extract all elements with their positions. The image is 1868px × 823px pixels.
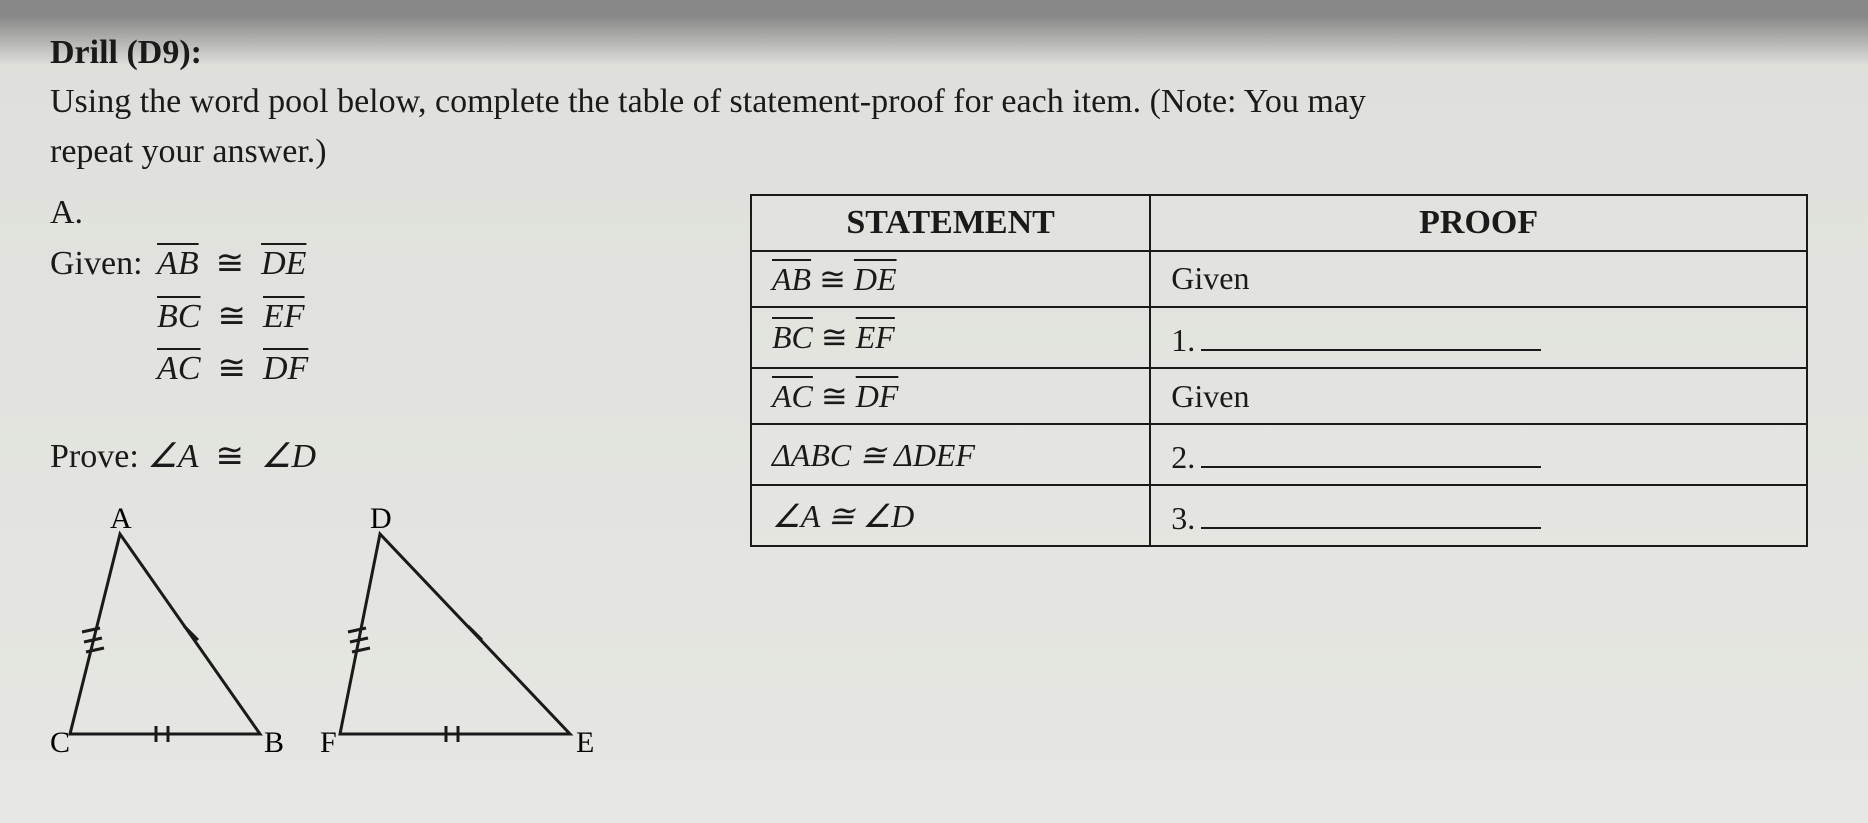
- blank-number: 1.: [1171, 322, 1197, 359]
- vertex-f: F: [320, 726, 337, 759]
- seg-ac: AC: [157, 350, 200, 387]
- table-row: AC ≅ DF Given: [751, 368, 1807, 424]
- worksheet-page: Drill (D9): Using the word pool below, c…: [0, 0, 1868, 823]
- seg-bc: BC: [157, 298, 200, 335]
- answer-blank[interactable]: [1201, 494, 1541, 529]
- content-row: A. Given: AB ≅ DE BC ≅ EF AC: [50, 194, 1808, 764]
- seg-df: DF: [263, 350, 308, 387]
- instruction-line-2: repeat your answer.): [50, 133, 327, 170]
- vertex-b: B: [264, 726, 284, 759]
- statement-lhs: AB: [772, 261, 811, 297]
- heading-block: Drill (D9): Using the word pool below, c…: [50, 28, 1808, 176]
- cong-icon: ≅: [811, 261, 854, 297]
- given-label: Given:: [50, 238, 143, 291]
- statement-lhs: BC: [772, 319, 813, 355]
- blank-number: 3.: [1171, 500, 1197, 537]
- triangles-svg: A C B: [50, 504, 610, 764]
- angle-d: ∠D: [261, 438, 316, 475]
- proof-cell: 1.: [1150, 307, 1807, 368]
- statement-cell: BC ≅ EF: [751, 307, 1150, 368]
- vertex-c: C: [50, 726, 70, 759]
- given-1: AB ≅ DE: [157, 245, 306, 282]
- table-row: BC ≅ EF 1.: [751, 307, 1807, 368]
- seg-ab: AB: [157, 245, 199, 282]
- statement-cell: AB ≅ DE: [751, 251, 1150, 307]
- item-label: A.: [50, 194, 710, 232]
- given-3: AC ≅ DF: [157, 350, 308, 387]
- cong-icon: ≅: [813, 319, 856, 355]
- vertex-a: A: [110, 502, 132, 535]
- answer-blank[interactable]: [1201, 433, 1541, 468]
- instruction-line-1: Using the word pool below, complete the …: [50, 83, 1366, 120]
- proof-table: STATEMENT PROOF AB ≅ DE Given BC ≅ EF 1. AC …: [750, 194, 1808, 548]
- right-column: STATEMENT PROOF AB ≅ DE Given BC ≅ EF 1. AC …: [750, 194, 1808, 548]
- statement-cell: ∠A ≅ ∠D: [751, 485, 1150, 546]
- proof-cell: 2.: [1150, 424, 1807, 485]
- cong-icon: ≅: [216, 245, 245, 282]
- statement-lhs: AC: [772, 378, 813, 414]
- table-header-row: STATEMENT PROOF: [751, 195, 1807, 251]
- proof-text: Given: [1171, 260, 1249, 296]
- statement-text: ∠A ≅ ∠D: [772, 498, 914, 534]
- header-statement: STATEMENT: [751, 195, 1150, 251]
- statement-cell: AC ≅ DF: [751, 368, 1150, 424]
- left-column: A. Given: AB ≅ DE BC ≅ EF AC: [50, 194, 710, 764]
- prove-line: Prove: ∠A ≅ ∠D: [50, 436, 710, 476]
- statement-rhs: EF: [856, 319, 895, 355]
- vertex-e: E: [576, 726, 594, 759]
- vertex-d: D: [370, 502, 392, 535]
- proof-cell: 3.: [1150, 485, 1807, 546]
- statement-text: ΔABC ≅ ΔDEF: [772, 437, 975, 473]
- statement-cell: ΔABC ≅ ΔDEF: [751, 424, 1150, 485]
- cong-icon: ≅: [216, 438, 245, 475]
- header-proof: PROOF: [1150, 195, 1807, 251]
- proof-cell: Given: [1150, 368, 1807, 424]
- answer-blank[interactable]: [1201, 316, 1541, 351]
- given-lines: AB ≅ DE BC ≅ EF AC ≅ DF: [157, 238, 308, 396]
- given-block: Given: AB ≅ DE BC ≅ EF AC ≅: [50, 238, 710, 396]
- cong-icon: ≅: [218, 350, 247, 387]
- proof-text: Given: [1171, 378, 1249, 414]
- blank-number: 2.: [1171, 439, 1197, 476]
- seg-de: DE: [261, 245, 306, 282]
- statement-rhs: DE: [854, 261, 897, 297]
- table-row: AB ≅ DE Given: [751, 251, 1807, 307]
- seg-ef: EF: [263, 298, 305, 335]
- statement-rhs: DF: [856, 378, 899, 414]
- drill-label: Drill (D9):: [50, 34, 202, 71]
- proof-table-body: AB ≅ DE Given BC ≅ EF 1. AC ≅ DF Given ΔABC ≅ …: [751, 251, 1807, 547]
- triangle-def: [340, 534, 570, 742]
- cong-icon: ≅: [218, 298, 247, 335]
- angle-a: ∠A: [147, 438, 198, 475]
- prove-label: Prove:: [50, 438, 139, 475]
- proof-cell: Given: [1150, 251, 1807, 307]
- triangle-abc: [70, 534, 260, 742]
- given-2: BC ≅ EF: [157, 298, 305, 335]
- cong-icon: ≅: [813, 378, 856, 414]
- table-row: ∠A ≅ ∠D 3.: [751, 485, 1807, 546]
- table-row: ΔABC ≅ ΔDEF 2.: [751, 424, 1807, 485]
- triangle-diagram: A C B: [50, 504, 610, 764]
